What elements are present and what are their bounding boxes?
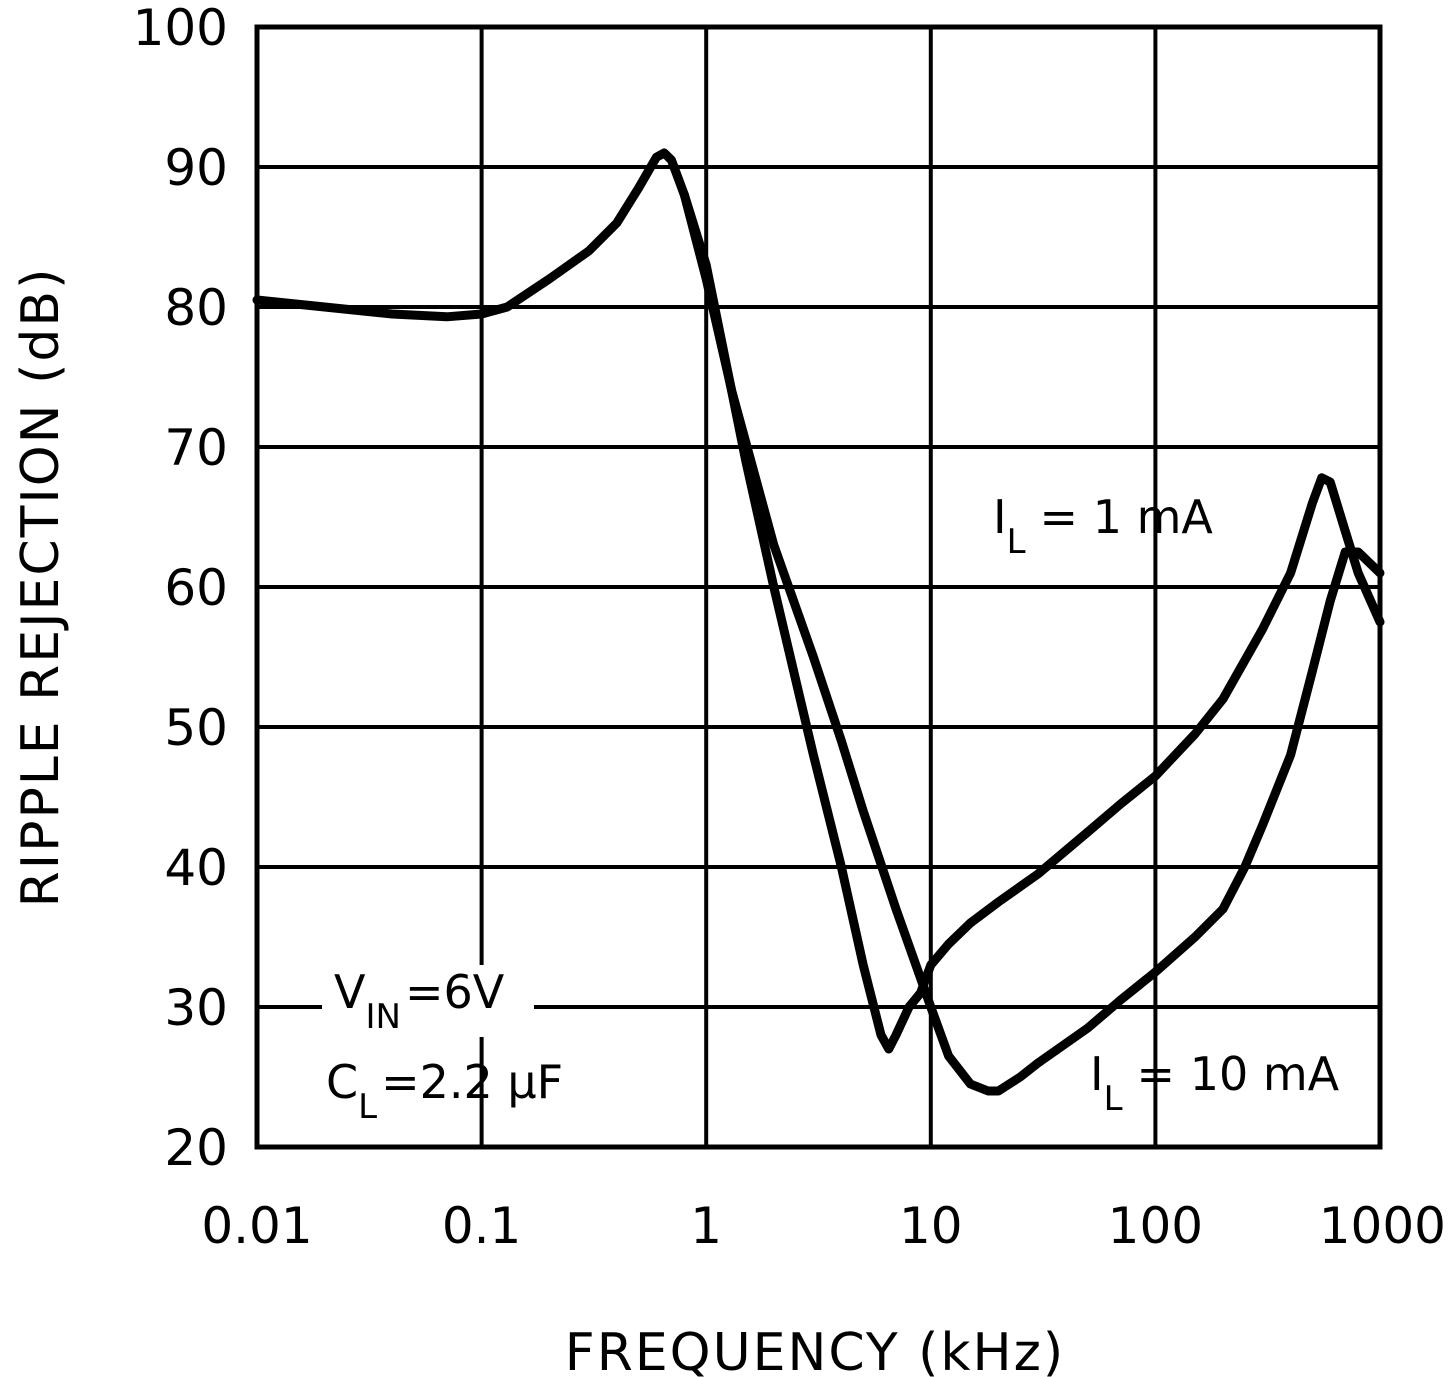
y-tick-label-7: 30 (164, 979, 228, 1037)
x-tick-label-3: 10 (899, 1197, 963, 1255)
y-axis-title: RIPPLE REJECTION (dB) (11, 267, 71, 908)
annotation-il-1ma: IL = 1 mA (993, 490, 1213, 562)
y-tick-label-3: 70 (164, 419, 228, 477)
y-tick-label-0: 100 (133, 0, 228, 57)
annotation-il-10ma-main: I (1090, 1047, 1104, 1101)
annotation-il-10ma-rest: = 10 mA (1137, 1047, 1340, 1101)
annotation-backgrounds (322, 965, 534, 1037)
annotation-il-1ma-main: I (993, 490, 1007, 544)
annotation-vin-background (322, 965, 534, 1037)
annotation-vin-rest: =6V (405, 965, 505, 1019)
y-tick-label-8: 20 (164, 1119, 228, 1177)
y-tick-label-1: 90 (164, 139, 228, 197)
plot-frame (254, 24, 1383, 1150)
annotation-cl-rest: =2.2 μF (381, 1055, 563, 1109)
x-tick-label-5: 1000 (1319, 1197, 1446, 1255)
x-tick-label-0: 0.01 (201, 1197, 312, 1255)
annotation-cl-sub: L (358, 1087, 377, 1127)
annotation-vin-main: V (334, 965, 366, 1019)
annotation-il-10ma-sub: L (1104, 1079, 1123, 1119)
x-axis-title: FREQUENCY (kHz) (565, 1323, 1065, 1377)
annotation-vin-sub: IN (365, 997, 400, 1037)
y-tick-labels: 100 90 80 70 60 50 40 30 20 (133, 0, 228, 1177)
x-tick-label-1: 0.1 (442, 1197, 522, 1255)
x-tick-label-4: 100 (1108, 1197, 1203, 1255)
series-curves (252, 148, 1385, 1096)
x-tick-label-2: 1 (690, 1197, 722, 1255)
y-tick-label-5: 50 (164, 699, 228, 757)
y-tick-label-4: 60 (164, 559, 228, 617)
x-tick-labels: 0.01 0.1 1 10 100 1000 (201, 1197, 1446, 1255)
annotation-il-10ma: IL = 10 mA (1090, 1047, 1340, 1119)
series-line-il-1ma (252, 148, 1385, 1054)
series-line-il-10ma (679, 190, 1385, 1096)
annotation-vin: VIN=6V (334, 965, 505, 1037)
annotation-il-1ma-rest: = 1 mA (1040, 490, 1214, 544)
y-tick-label-6: 40 (164, 839, 228, 897)
annotation-cl-main: C (326, 1055, 358, 1109)
annotation-cl: CL=2.2 μF (326, 1055, 563, 1127)
y-tick-label-2: 80 (164, 279, 228, 337)
annotation-il-1ma-sub: L (1007, 522, 1026, 562)
